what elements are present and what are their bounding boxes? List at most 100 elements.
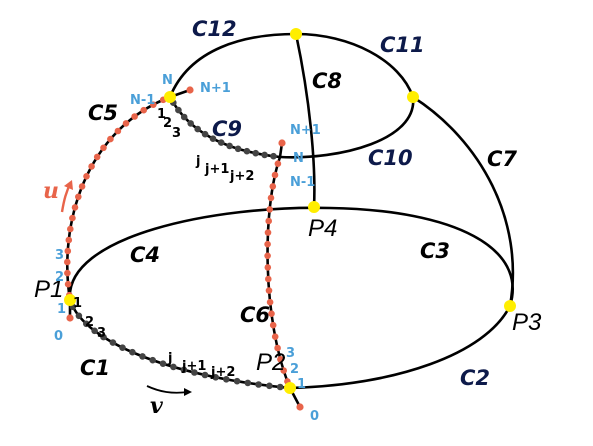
c6-index-n: N bbox=[293, 151, 304, 166]
c5-sample-dot bbox=[64, 247, 72, 255]
c1-sample-dot bbox=[212, 374, 219, 381]
c1-sample-dot bbox=[244, 379, 252, 387]
label-c8: C8 bbox=[312, 69, 342, 93]
c9-index-j-plus-2: j+2 bbox=[229, 169, 254, 184]
c9-index-2: 2 bbox=[163, 116, 172, 131]
c6-sample-dot bbox=[264, 264, 272, 271]
label-c5: C5 bbox=[88, 101, 118, 125]
c1-sample-dot bbox=[159, 360, 167, 368]
c5-index-n: N bbox=[162, 73, 173, 88]
c1-sample-dot bbox=[100, 333, 107, 341]
c1-index-3: 3 bbox=[97, 326, 106, 341]
c5-sample-dot bbox=[93, 153, 101, 161]
c9-sample-dot bbox=[226, 142, 233, 150]
c6-index-2: 2 bbox=[290, 362, 299, 377]
label-c11: C11 bbox=[380, 33, 425, 57]
vertex-c12-c11 bbox=[290, 28, 302, 40]
c5-sample-dot bbox=[114, 127, 122, 135]
c6-sample-dot bbox=[274, 160, 282, 167]
c1-index-2: 2 bbox=[85, 315, 94, 330]
c1-sample-dot bbox=[109, 339, 117, 346]
label-c9: C9 bbox=[212, 117, 242, 141]
c1-sample-dot bbox=[75, 312, 83, 320]
curve-c8 bbox=[294, 33, 316, 208]
c1-sample-dot bbox=[223, 376, 230, 383]
label-v: v bbox=[150, 393, 163, 419]
c6-index-n-minus-1: N-1 bbox=[290, 175, 315, 190]
c6-sample-dot bbox=[268, 310, 275, 318]
u-arrow-head-icon bbox=[64, 180, 73, 190]
sample-points-c9 bbox=[170, 99, 277, 160]
c1-sample-dot bbox=[91, 327, 98, 335]
c9-sample-dot bbox=[234, 145, 242, 153]
v-arrow-head-icon bbox=[184, 388, 192, 396]
label-c12: C12 bbox=[192, 17, 237, 41]
label-u: u bbox=[43, 178, 59, 204]
c9-sample-dot bbox=[187, 120, 194, 127]
c6-sample-dot bbox=[265, 275, 272, 283]
c5-index-2: 2 bbox=[55, 270, 64, 285]
c5-sample-dot bbox=[75, 193, 82, 201]
label-c4: C4 bbox=[130, 243, 160, 267]
c1-sample-dot bbox=[233, 377, 241, 385]
c1-sample-dot bbox=[129, 348, 136, 356]
c9-sample-dot bbox=[270, 152, 277, 160]
c5-sample-dot bbox=[64, 280, 72, 288]
c6-sample-dot bbox=[265, 287, 273, 294]
label-c7: C7 bbox=[487, 147, 517, 171]
c9-index-j: j bbox=[195, 154, 200, 169]
c6-sample-dot bbox=[264, 252, 271, 260]
c9-sample-dot bbox=[180, 113, 188, 121]
c1-sample-dot bbox=[170, 363, 177, 371]
c6-sample-dot bbox=[264, 240, 271, 248]
c6-sample-dot bbox=[266, 206, 274, 213]
c5-index-0-dot bbox=[66, 314, 74, 322]
c5-sample-dot bbox=[107, 135, 114, 143]
sample-points-c6 bbox=[264, 160, 291, 385]
c5-sample-dot bbox=[65, 236, 73, 244]
c1-sample-dot bbox=[191, 369, 198, 376]
c1-sample-dot bbox=[266, 382, 273, 390]
c5-sample-dot bbox=[78, 183, 86, 190]
c5-index-3: 3 bbox=[55, 248, 64, 263]
sample-points-c5 bbox=[64, 96, 167, 299]
label-c10: C10 bbox=[368, 146, 413, 170]
c6-sample-dot bbox=[269, 321, 277, 329]
c6-sample-dot bbox=[266, 298, 274, 306]
c6-sample-dot bbox=[274, 344, 281, 352]
c6-index-1: 1 bbox=[297, 377, 306, 392]
label-c2: C2 bbox=[460, 366, 490, 390]
c5-sample-dot bbox=[140, 106, 147, 114]
c6-sample-dot bbox=[265, 217, 273, 225]
vertex-p1 bbox=[64, 294, 76, 306]
c5-sample-dot bbox=[131, 113, 138, 120]
c5-sample-dot bbox=[100, 144, 107, 152]
c1-sample-dot bbox=[139, 353, 146, 360]
c5-sample-dot bbox=[69, 214, 76, 222]
c6-sample-dot bbox=[280, 367, 288, 374]
label-p3: P3 bbox=[512, 309, 542, 336]
c9-index-1: 1 bbox=[157, 107, 166, 122]
c5-index-0: 0 bbox=[54, 329, 63, 344]
c9-sample-dot bbox=[252, 149, 259, 157]
label-c1: C1 bbox=[80, 356, 110, 380]
vertex-p4 bbox=[308, 201, 320, 213]
c9-sample-dot bbox=[194, 125, 201, 133]
c1-index-1: 1 bbox=[73, 296, 82, 311]
curve-c2 bbox=[289, 305, 512, 390]
c9-sample-dot bbox=[209, 135, 217, 142]
curve-c5 bbox=[66, 95, 171, 301]
v-direction-arrow bbox=[146, 385, 189, 394]
c5-sample-dot bbox=[83, 173, 90, 180]
curve-c10 bbox=[279, 96, 415, 159]
c5-sample-dot bbox=[64, 258, 71, 266]
vertex-p2 bbox=[284, 382, 296, 394]
c9-index-3: 3 bbox=[172, 126, 181, 141]
c9-sample-dot bbox=[243, 147, 251, 155]
c6-sample-dot bbox=[269, 183, 277, 190]
c1-index-j-plus-2: j+2 bbox=[210, 365, 235, 380]
c1-index-j-plus-1: j+1 bbox=[181, 359, 206, 374]
c6-index-0: 0 bbox=[310, 409, 319, 424]
